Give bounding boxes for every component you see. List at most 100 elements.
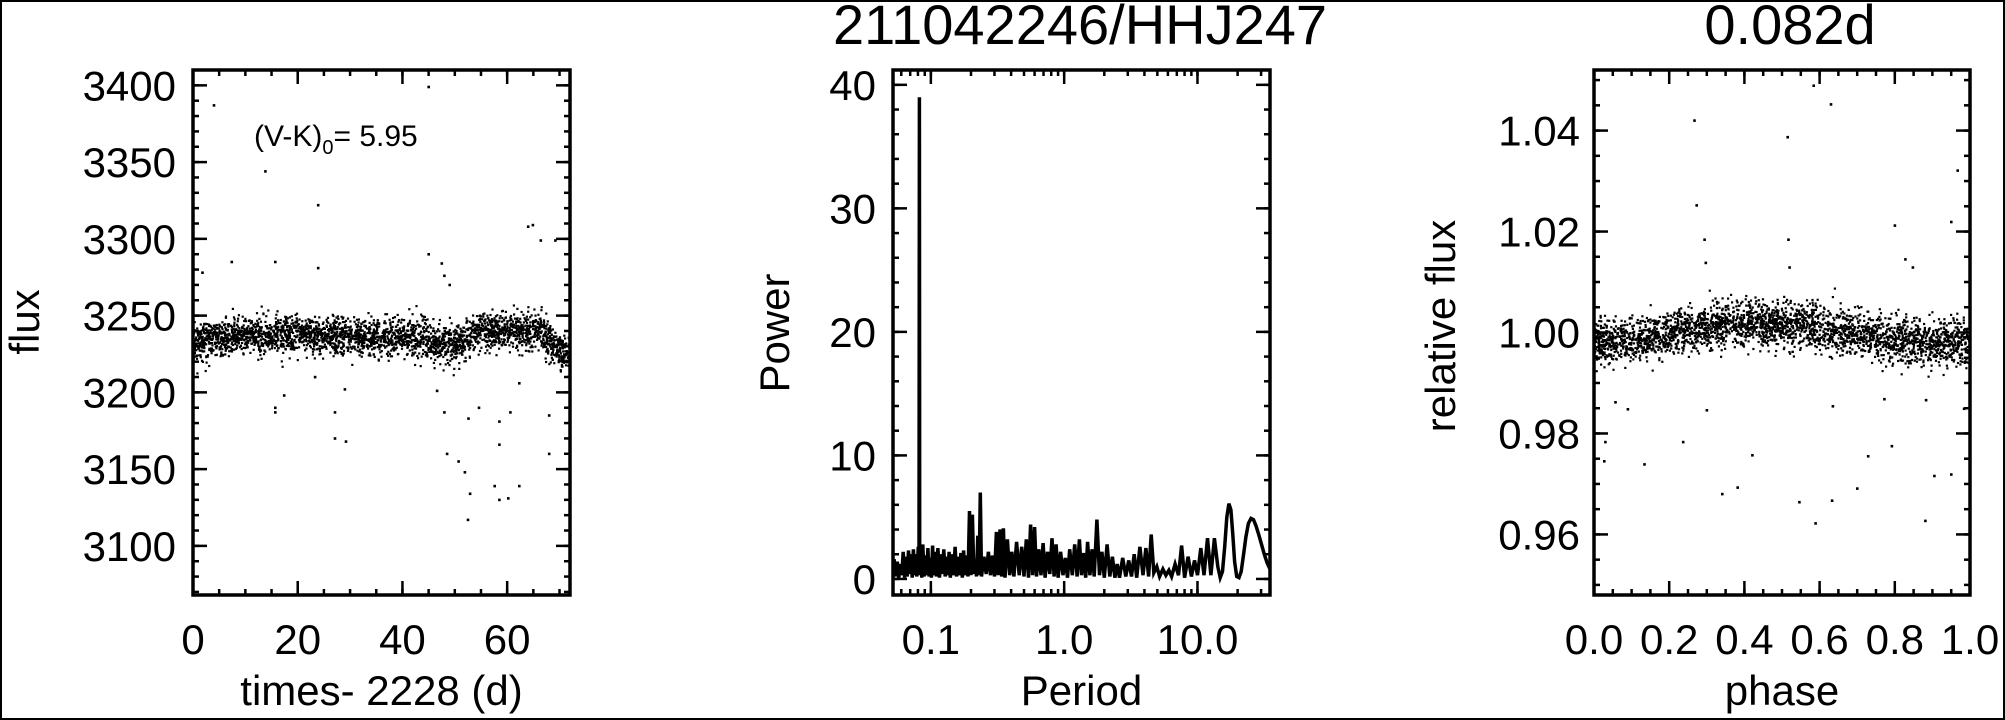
data-point <box>457 340 460 343</box>
data-point <box>426 340 429 343</box>
data-point <box>1967 351 1970 354</box>
data-point <box>533 308 536 311</box>
data-point <box>555 338 558 341</box>
data-point <box>1651 369 1654 372</box>
data-point <box>506 336 509 339</box>
data-point <box>563 334 566 337</box>
data-point <box>276 329 279 332</box>
data-point <box>455 325 458 328</box>
data-point <box>370 315 373 318</box>
data-point <box>301 336 304 339</box>
data-point <box>552 341 555 345</box>
data-point <box>1775 349 1778 353</box>
data-point <box>1937 361 1940 364</box>
data-point <box>1688 321 1691 324</box>
data-point <box>489 330 492 333</box>
data-point <box>478 349 482 353</box>
data-point <box>492 326 495 329</box>
data-point <box>359 327 362 330</box>
data-point <box>1841 317 1844 320</box>
data-point <box>359 325 363 328</box>
data-point <box>1865 336 1868 339</box>
data-point <box>503 325 506 329</box>
data-point <box>401 335 404 338</box>
data-point <box>1925 343 1928 346</box>
data-point <box>225 338 228 341</box>
data-point <box>535 334 538 337</box>
data-point <box>1794 332 1797 335</box>
data-point <box>1841 328 1844 331</box>
data-point <box>1661 360 1664 363</box>
data-point <box>551 347 554 350</box>
data-point <box>267 342 270 345</box>
data-point <box>1620 355 1623 359</box>
data-point <box>288 342 291 345</box>
data-point <box>422 336 426 339</box>
y-axis-label: Power <box>751 273 798 392</box>
data-point <box>1880 341 1883 344</box>
data-point <box>336 315 339 318</box>
data-point <box>1897 331 1900 335</box>
data-point <box>193 349 196 352</box>
data-point <box>437 343 440 346</box>
data-point <box>1848 336 1851 340</box>
data-point <box>332 355 335 358</box>
data-point <box>257 333 260 336</box>
data-point <box>323 327 326 330</box>
data-point <box>304 319 307 322</box>
data-point <box>258 345 261 348</box>
data-point <box>464 338 467 341</box>
data-point <box>385 313 389 316</box>
data-point <box>1677 311 1680 314</box>
outlier-point <box>440 262 444 265</box>
data-point <box>1827 346 1830 350</box>
data-point <box>1636 346 1640 349</box>
data-point <box>313 338 316 341</box>
data-point <box>1715 314 1718 317</box>
data-point <box>242 330 246 333</box>
data-point <box>1780 318 1783 321</box>
data-point <box>371 331 374 334</box>
data-point <box>317 324 321 327</box>
data-point <box>483 327 486 330</box>
data-point <box>432 345 435 349</box>
data-point <box>1646 350 1649 353</box>
data-point <box>411 324 414 327</box>
data-point <box>458 336 462 339</box>
data-point <box>475 325 478 328</box>
data-point <box>410 326 413 329</box>
data-point <box>543 344 546 347</box>
data-point <box>1849 332 1852 335</box>
data-point <box>211 333 214 336</box>
data-point <box>540 321 543 324</box>
data-point <box>1860 349 1863 352</box>
data-point <box>1686 313 1689 316</box>
data-point <box>221 331 224 334</box>
data-point <box>1961 357 1964 360</box>
data-point <box>1633 330 1636 333</box>
data-point <box>527 349 530 353</box>
data-point <box>254 322 257 325</box>
data-point <box>198 342 201 345</box>
data-point <box>371 334 374 337</box>
data-point <box>367 354 370 357</box>
data-point <box>331 342 334 345</box>
data-point <box>224 346 227 350</box>
data-point <box>1650 347 1653 351</box>
data-point <box>356 324 359 327</box>
data-point <box>1930 336 1933 339</box>
data-point <box>473 331 476 334</box>
data-point <box>363 342 366 345</box>
data-point <box>459 333 462 336</box>
data-point <box>1634 346 1637 350</box>
data-point <box>1721 297 1724 300</box>
data-point <box>1839 326 1842 329</box>
data-point <box>1887 342 1891 345</box>
data-point <box>1844 317 1847 320</box>
phased-panel: 0.0 0.2 0.4 0.6 0.8 1.00.960.981.001.021.04ph… <box>1417 68 1999 714</box>
data-point <box>328 340 331 343</box>
data-point <box>1766 342 1769 345</box>
data-point <box>203 350 206 353</box>
data-point <box>536 337 539 340</box>
data-point <box>1789 352 1792 355</box>
